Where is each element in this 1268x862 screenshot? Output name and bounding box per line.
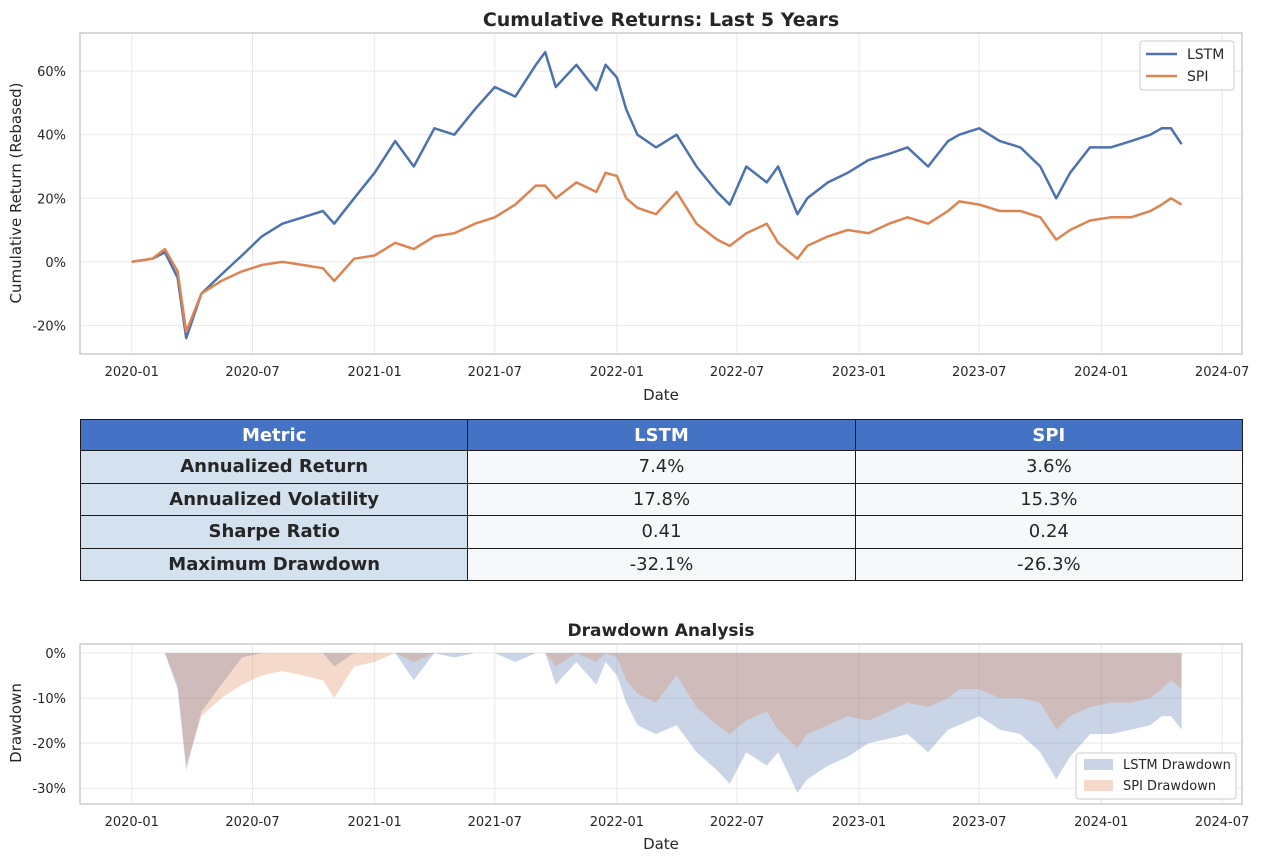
legend: LSTM SPI (1139, 40, 1235, 91)
metric-name: Annualized Return (79, 450, 469, 484)
legend-label-spi-drawdown: SPI Drawdown (1123, 779, 1216, 794)
table-row: Annualized Return 7.4% 3.6% (79, 450, 1244, 484)
drawdown-chart: Drawdown Analysis 2020-01 2020-07 2021-01 2… (7, 621, 1250, 853)
lstm-value: -32.1% (467, 547, 856, 581)
x-tick-label: 2023-07 (952, 815, 1006, 830)
plot-background (80, 33, 1242, 354)
y-tick-label: 0% (45, 256, 66, 271)
x-tick-labels: 2020-01 2020-07 2021-01 2021-07 2022-01 2022-… (105, 815, 1250, 830)
x-tick-label: 2022-07 (710, 815, 764, 830)
chart-title: Drawdown Analysis (568, 621, 755, 641)
grid-layer (80, 644, 1242, 804)
metrics-table: Metric LSTM SPI Annualized Return 7.4% 3… (79, 419, 1244, 581)
x-tick-label: 2021-07 (468, 365, 522, 380)
table-row: Sharpe Ratio 0.41 0.24 (79, 515, 1244, 549)
x-tick-label: 2023-01 (832, 815, 886, 830)
header-lstm: LSTM (467, 419, 856, 451)
x-tick-label: 2020-01 (105, 815, 159, 830)
series-layer (131, 50, 1183, 340)
y-tick-label: -20% (32, 319, 66, 334)
y-tick-label: -30% (32, 782, 66, 797)
metric-name: Sharpe Ratio (79, 515, 469, 549)
x-axis-label: Date (643, 835, 679, 853)
plot-frame (79, 32, 1243, 355)
legend-swatch-spi-drawdown (1084, 780, 1113, 791)
metric-name: Maximum Drawdown (79, 547, 469, 581)
x-tick-label: 2023-01 (832, 365, 886, 380)
x-tick-label: 2020-01 (105, 365, 159, 380)
x-tick-label: 2020-07 (225, 365, 279, 380)
cumulative-returns-chart: Cumulative Returns: Last 5 Years 2020-01… (7, 9, 1250, 404)
plot-area (79, 32, 1243, 355)
x-tick-label: 2022-01 (590, 815, 644, 830)
spi-value: 3.6% (854, 450, 1244, 484)
spi-value: 15.3% (854, 482, 1244, 516)
table-header-row: Metric LSTM SPI (79, 419, 1244, 451)
x-tick-label: 2020-07 (225, 815, 279, 830)
x-tick-label: 2024-07 (1195, 815, 1249, 830)
x-tick-label: 2024-01 (1074, 815, 1128, 830)
y-tick-label: 20% (37, 192, 66, 207)
y-tick-label: 60% (37, 65, 66, 80)
x-tick-label: 2022-07 (710, 365, 764, 380)
lstm-value: 0.41 (467, 515, 856, 549)
series-layer (131, 653, 1182, 793)
header-metric: Metric (79, 419, 469, 451)
y-tick-label: 40% (37, 129, 66, 144)
x-tick-label: 2021-01 (347, 815, 401, 830)
x-tick-label: 2022-01 (590, 365, 644, 380)
header-spi: SPI (854, 419, 1244, 451)
x-tick-label: 2024-07 (1195, 365, 1249, 380)
legend-label-spi: SPI (1187, 69, 1208, 85)
x-tick-labels: 2020-01 2020-07 2021-01 2021-07 2022-01 2022-… (105, 365, 1250, 380)
y-tick-label: -20% (32, 737, 66, 752)
plot-frame (79, 643, 1243, 805)
table-row: Annualized Volatility 17.8% 15.3% (79, 482, 1244, 516)
y-tick-labels: -20% 0% 20% 40% 60% (32, 65, 66, 334)
spi-value: -26.3% (854, 547, 1244, 581)
y-tick-labels: 0% -10% -20% -30% (32, 647, 66, 797)
x-tick-label: 2024-01 (1074, 365, 1128, 380)
chart-title: Cumulative Returns: Last 5 Years (483, 9, 839, 31)
series-area-spi-drawdown (131, 653, 1182, 766)
lstm-value: 17.8% (467, 482, 856, 516)
series-line-spi (131, 171, 1183, 334)
plot-area (79, 643, 1243, 805)
x-axis-label: Date (643, 386, 679, 404)
table-row: Maximum Drawdown -32.1% -26.3% (79, 547, 1244, 581)
plot-background (80, 644, 1242, 804)
y-tick-label: -10% (32, 692, 66, 707)
legend-swatch-lstm-drawdown (1084, 759, 1113, 770)
y-tick-label: 0% (45, 647, 66, 662)
y-axis-label: Drawdown (7, 683, 25, 763)
legend: LSTM Drawdown SPI Drawdown (1075, 752, 1237, 800)
legend-label-lstm: LSTM (1187, 47, 1224, 63)
legend-box (1075, 752, 1237, 800)
lstm-value: 7.4% (467, 450, 856, 484)
series-area-lstm-drawdown (131, 653, 1182, 793)
x-tick-label: 2021-07 (468, 815, 522, 830)
y-axis-label: Cumulative Return (Rebased) (7, 83, 25, 304)
grid-layer (80, 33, 1242, 354)
legend-label-lstm-drawdown: LSTM Drawdown (1123, 758, 1231, 773)
metric-name: Annualized Volatility (79, 482, 469, 516)
x-tick-label: 2021-01 (347, 365, 401, 380)
series-line-lstm (131, 50, 1183, 340)
x-tick-label: 2023-07 (952, 365, 1006, 380)
spi-value: 0.24 (854, 515, 1244, 549)
